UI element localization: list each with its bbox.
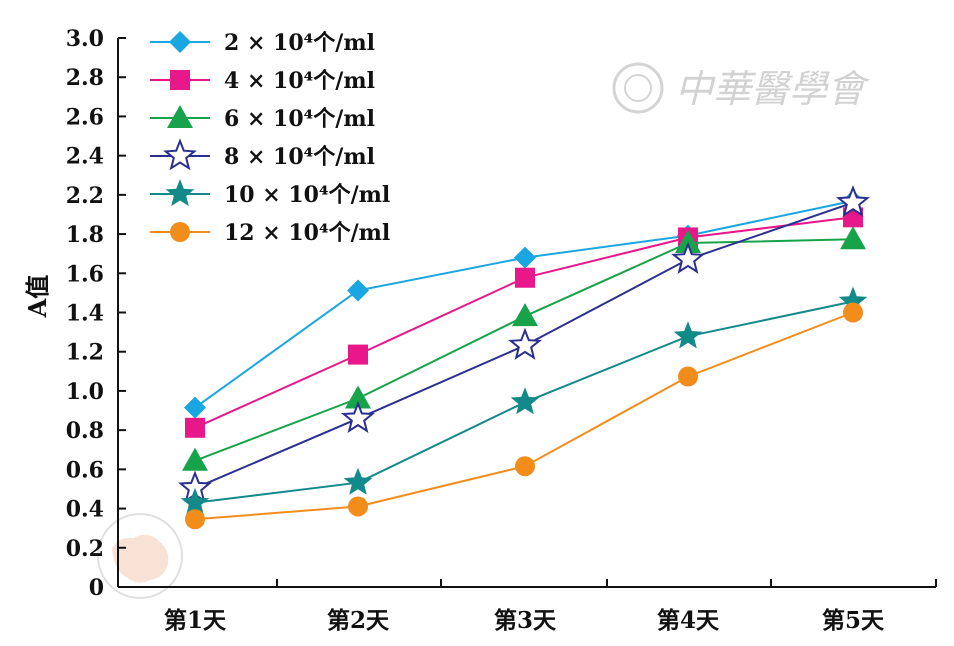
y-tick-label: 1.4 (66, 301, 104, 327)
data-point-square (185, 417, 205, 438)
y-tick-label: 0.4 (66, 497, 104, 523)
legend-label: 2 × 10⁴个/ml (224, 30, 375, 56)
x-tick-label: 第5天 (822, 607, 885, 634)
watermark-top-right: 中華醫學會 (612, 62, 870, 114)
seal-map-icon (112, 534, 169, 583)
y-tick-label: 2.6 (66, 104, 104, 130)
data-point-triangle (840, 226, 866, 250)
series-3 (182, 226, 866, 471)
data-point-star-open (671, 241, 705, 274)
data-point-star (180, 487, 210, 515)
data-point-triangle (167, 105, 193, 128)
data-point-circle (185, 509, 205, 530)
y-tick-label: 2.2 (66, 183, 104, 209)
y-tick-label: 0 (89, 575, 104, 601)
y-tick-label: 1.6 (66, 261, 104, 287)
data-point-star-open (163, 138, 197, 171)
data-point-star (165, 179, 195, 207)
series-4 (178, 184, 870, 503)
y-tick-label: 0.2 (66, 536, 104, 562)
y-tick-label: 2.8 (66, 65, 104, 91)
data-point-square (348, 344, 368, 365)
y-tick-label: 2.4 (66, 144, 104, 170)
legend-label: 10 × 10⁴个/ml (224, 182, 390, 208)
legend-label: 6 × 10⁴个/ml (224, 106, 375, 132)
y-axis-label: A值 (23, 275, 52, 319)
data-point-circle (170, 222, 190, 242)
watermark-seal-inner-icon (624, 74, 652, 102)
legend-item: 2 × 10⁴个/ml (150, 30, 375, 56)
data-point-star-open (341, 400, 375, 434)
x-tick-labels: 第1天 第2天 第3天 第4天 第5天 (164, 607, 885, 634)
y-tick-label: 3.0 (66, 26, 104, 52)
data-point-circle (515, 456, 535, 477)
data-point-diamond (514, 246, 536, 269)
axes (117, 37, 937, 588)
y-tick-label: 0.8 (66, 418, 104, 444)
data-point-triangle (182, 447, 208, 471)
data-point-triangle (345, 385, 371, 409)
data-point-circle (678, 366, 698, 387)
legend-item: 10 × 10⁴个/ml (150, 179, 390, 208)
watermark-seal-icon (612, 62, 664, 114)
legend: 2 × 10⁴个/ml 4 × 10⁴个/ml 6 × 10⁴个/ml 8 × 10⁴… (150, 30, 390, 246)
data-point-star (343, 467, 373, 495)
data-point-triangle (512, 303, 538, 327)
seal-ring-icon (97, 513, 183, 599)
legend-label: 12 × 10⁴个/ml (224, 220, 390, 246)
x-tick-label: 第3天 (494, 607, 557, 634)
data-point-square (170, 70, 190, 90)
legend-label: 8 × 10⁴个/ml (224, 144, 375, 170)
data-point-star (673, 321, 703, 349)
x-tick-label: 第1天 (164, 607, 227, 634)
data-point-circle (843, 302, 863, 323)
watermark-seal-bottom-left (97, 513, 183, 599)
data-point-square (515, 267, 535, 288)
data-point-star-open (836, 184, 870, 218)
y-tick-labels: 0 0.2 0.4 0.6 0.8 1.0 1.2 1.4 1.6 1.8 2.2 2.4 2.6 2.8… (66, 26, 104, 601)
legend-item: 4 × 10⁴个/ml (150, 68, 375, 94)
data-point-star (838, 286, 868, 314)
data-point-triangle (675, 229, 701, 253)
legend-item: 12 × 10⁴个/ml (150, 220, 390, 246)
data-point-circle (348, 496, 368, 517)
data-point-diamond (347, 279, 369, 302)
data-point-star (510, 387, 540, 415)
y-tick-label: 1.0 (66, 379, 104, 405)
x-tick-label: 第2天 (327, 607, 390, 634)
y-tick-label: 0.6 (66, 457, 104, 483)
series-group (178, 184, 870, 530)
data-point-diamond (184, 396, 206, 419)
legend-item: 8 × 10⁴个/ml (150, 138, 375, 171)
legend-label: 4 × 10⁴个/ml (224, 68, 375, 94)
y-tick-label: 1.2 (66, 340, 104, 366)
data-point-diamond (169, 31, 191, 53)
x-tick-label: 第4天 (657, 607, 720, 634)
series-5 (180, 286, 868, 515)
y-tick-label: 1.8 (66, 222, 104, 248)
data-point-star-open (508, 327, 542, 360)
watermark-text: 中華醫學會 (675, 67, 870, 111)
series-6 (185, 302, 863, 530)
legend-item: 6 × 10⁴个/ml (150, 105, 375, 132)
